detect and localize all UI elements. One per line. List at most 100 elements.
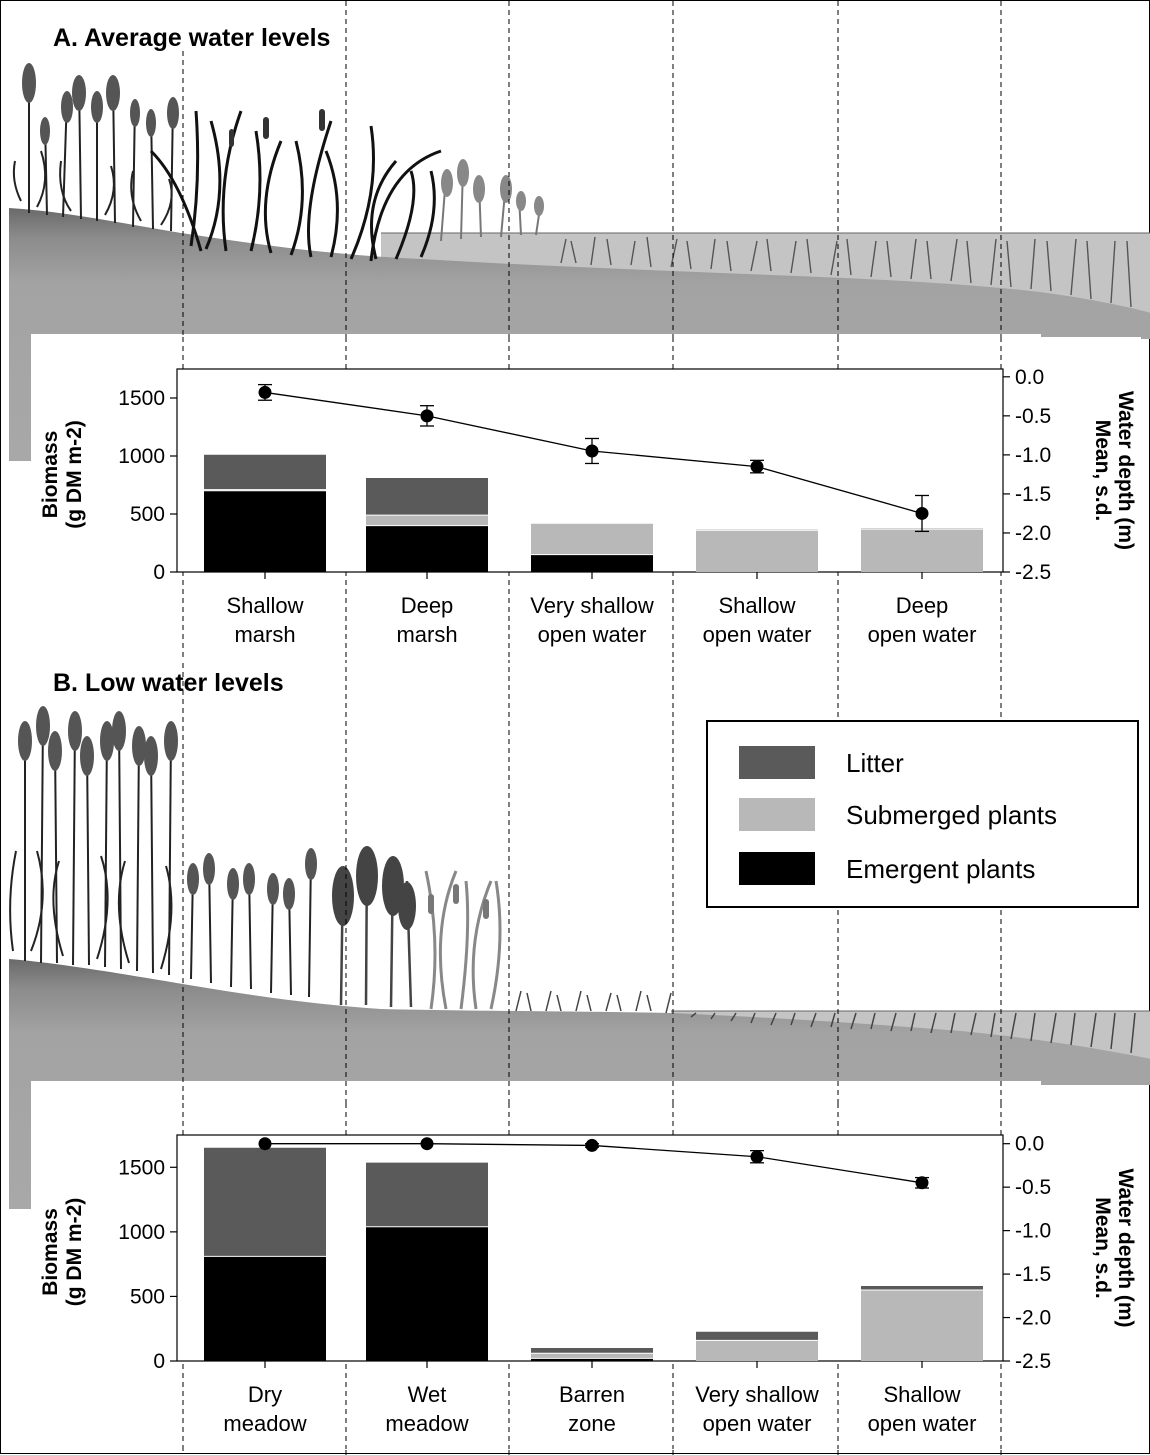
bar-segment (696, 530, 818, 572)
category-label: Wet (408, 1382, 447, 1407)
y-tick-label: 1000 (118, 1221, 165, 1244)
category-label: Very shallow (695, 1382, 819, 1407)
reeds-b (9, 715, 312, 998)
category-label: Shallow (718, 593, 795, 618)
y2-tick-label: -2.0 (1015, 522, 1051, 545)
category-label: meadow (385, 1411, 468, 1436)
y2-tick-label: 0.0 (1015, 366, 1044, 389)
bar-segment (366, 525, 488, 572)
category-label: Dry (248, 1382, 282, 1407)
water-depth-point (750, 1150, 764, 1164)
y2-tick-label: -0.5 (1015, 1176, 1051, 1199)
bar-segment (204, 1256, 326, 1361)
cattail-heads-b (428, 884, 489, 919)
reed-heads-b (18, 706, 317, 910)
water-depth-point (585, 444, 599, 458)
bar-segment (696, 529, 818, 531)
submerged-weeds-a (560, 236, 1132, 308)
water-depth-point (750, 460, 764, 474)
reed-heads-a (22, 63, 179, 145)
soil-a (9, 208, 1150, 461)
y2-tick-label: -0.5 (1015, 405, 1051, 428)
landscape-b (9, 706, 1150, 1209)
y-axis-title: Biomass (39, 1208, 62, 1296)
category-label: marsh (396, 622, 457, 647)
y2-tick-label: -2.0 (1015, 1307, 1051, 1330)
category-label: open water (868, 622, 977, 647)
category-label: Deep (401, 593, 454, 618)
cattails-b (424, 870, 502, 1010)
y2-tick-label: -1.5 (1015, 1263, 1051, 1286)
category-label: Barren (559, 1382, 625, 1407)
category-label: marsh (234, 622, 295, 647)
y2-tick-label: -1.0 (1015, 444, 1051, 467)
bar-segment (696, 1331, 818, 1341)
sparse-plants-b (515, 990, 1136, 1054)
bar-segment (204, 490, 326, 572)
bar-segment (366, 1162, 488, 1227)
y-tick-label: 1000 (118, 445, 165, 468)
category-label: meadow (223, 1411, 306, 1436)
legend: Litter Submerged plants Emergent plants (706, 720, 1139, 908)
y2-axis-title: Water depth (m) (1114, 1168, 1137, 1327)
water-depth-point (258, 1137, 272, 1151)
category-label: open water (538, 622, 647, 647)
chart-b: B. Low water levels 0 500 1000 1500 0.0 -0.5 -1… (33, 669, 1141, 1449)
y-tick-label: 0 (153, 561, 165, 584)
bar-segment (531, 1358, 653, 1361)
bar-segment (366, 1226, 488, 1361)
bar-segment (861, 1285, 983, 1290)
bar-segment (696, 1340, 818, 1361)
soil-b (9, 959, 1150, 1209)
y2-axis-subtitle: Mean, s.d. (1091, 1197, 1114, 1299)
y2-axis-title: Water depth (m) (1114, 391, 1137, 550)
y-tick-label: 500 (130, 503, 165, 526)
cattail-heads-a (229, 109, 325, 147)
water-depth-point (420, 409, 434, 423)
chart-a: A. Average water levels 0 500 1000 1500 0.0 -0… (33, 24, 1141, 660)
cattails-a (149, 110, 442, 262)
category-label: zone (568, 1411, 616, 1436)
legend-label-submerged: Submerged plants (846, 800, 1057, 830)
y2-tick-label: -2.5 (1015, 1350, 1051, 1373)
panel-title: B. Low water levels (53, 669, 284, 697)
category-label: Shallow (883, 1382, 960, 1407)
loosestrife-heads-b (332, 846, 416, 930)
water-depth-point (420, 1137, 434, 1151)
water-depth-point (915, 1176, 929, 1190)
bar-segment (204, 489, 326, 491)
category-label: open water (703, 1411, 812, 1436)
y2-axis-subtitle: Mean, s.d. (1091, 420, 1114, 522)
y-tick-label: 500 (130, 1285, 165, 1308)
legend-swatch-submerged (739, 798, 815, 831)
bar-segment (861, 529, 983, 572)
category-label: Shallow (226, 593, 303, 618)
y-axis-subtitle: (g DM m-2) (63, 1198, 86, 1307)
legend-swatch-emergent (739, 852, 815, 885)
grass-heads-a (441, 159, 544, 216)
bar-segment (531, 554, 653, 572)
legend-label-emergent: Emergent plants (846, 854, 1035, 884)
bar-segment (861, 1289, 983, 1361)
category-label: open water (703, 622, 812, 647)
category-label: Deep (896, 593, 949, 618)
legend-swatch-litter (739, 746, 815, 779)
water-depth-point (585, 1138, 599, 1152)
legend-label-litter: Litter (846, 748, 904, 778)
bar-segment (366, 477, 488, 516)
panel-title: A. Average water levels (53, 24, 330, 52)
bar-segment (204, 454, 326, 490)
y2-tick-label: 0.0 (1015, 1133, 1044, 1156)
grasses-a (440, 165, 542, 242)
bar-segment (204, 1147, 326, 1257)
bar-segment (531, 1347, 653, 1354)
y-axis-title: Biomass (39, 431, 62, 519)
y-tick-label: 1500 (118, 387, 165, 410)
bar-segment (531, 1353, 653, 1359)
y-tick-label: 0 (153, 1350, 165, 1373)
y-tick-label: 1500 (118, 1156, 165, 1179)
category-label: Very shallow (530, 593, 654, 618)
water-depth-point (915, 506, 929, 520)
